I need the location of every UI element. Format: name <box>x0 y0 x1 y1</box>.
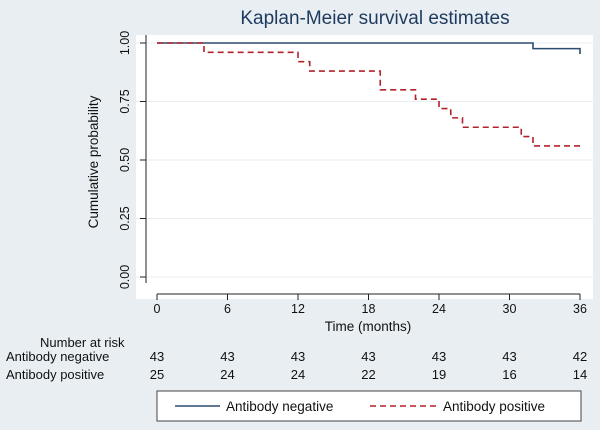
risk-value-1-2: 24 <box>291 367 305 382</box>
risk-value-0-0: 43 <box>150 349 164 364</box>
risk-value-1-1: 24 <box>220 367 234 382</box>
y-ticks: 0.00 0.25 0.50 0.75 1.00 <box>118 31 146 289</box>
series-line-1 <box>157 42 580 147</box>
number-at-risk-table: Number at risk Antibody negative 43 43 43 43… <box>6 335 587 382</box>
legend-label-0: Antibody negative <box>226 399 333 414</box>
y-tick-label-4: 1.00 <box>118 31 132 55</box>
x-tick-label-3: 18 <box>362 302 376 316</box>
risk-value-1-5: 16 <box>502 367 516 382</box>
y-tick-label-1: 0.25 <box>118 206 132 230</box>
legend-box <box>156 390 582 422</box>
plot-area <box>136 35 593 299</box>
x-tick-label-4: 24 <box>432 302 446 316</box>
chart-title: Kaplan-Meier survival estimates <box>240 8 509 29</box>
x-axis-label: Time (months) <box>325 319 412 334</box>
risk-value-0-5: 43 <box>502 349 516 364</box>
x-tick-label-1: 6 <box>224 302 231 316</box>
legend: Antibody negative Antibody positive <box>156 390 582 422</box>
survival-curves <box>157 42 581 147</box>
series-line-0 <box>157 42 581 54</box>
risk-heading: Number at risk <box>40 335 125 350</box>
risk-value-1-6: 14 <box>573 367 587 382</box>
risk-row-label-0: Antibody negative <box>6 349 109 364</box>
y-tick-label-0: 0.00 <box>118 265 132 289</box>
y-axis-label: Cumulative probability <box>86 95 101 228</box>
risk-value-0-2: 43 <box>291 349 305 364</box>
x-ticks: 0 6 12 18 24 30 36 <box>154 294 587 316</box>
risk-value-0-6: 42 <box>573 349 587 364</box>
x-tick-label-5: 30 <box>503 302 517 316</box>
x-tick-label-0: 0 <box>154 302 161 316</box>
risk-value-1-0: 25 <box>150 367 164 382</box>
y-tick-label-3: 0.75 <box>118 89 132 113</box>
risk-value-0-1: 43 <box>220 349 234 364</box>
risk-value-1-3: 22 <box>361 367 375 382</box>
x-tick-label-2: 12 <box>291 302 305 316</box>
risk-value-1-4: 19 <box>432 367 446 382</box>
risk-value-0-4: 43 <box>432 349 446 364</box>
x-tick-label-6: 36 <box>573 302 587 316</box>
y-tick-label-2: 0.50 <box>118 148 132 172</box>
legend-label-1: Antibody positive <box>443 399 545 414</box>
risk-row-label-1: Antibody positive <box>6 367 104 382</box>
risk-value-0-3: 43 <box>361 349 375 364</box>
